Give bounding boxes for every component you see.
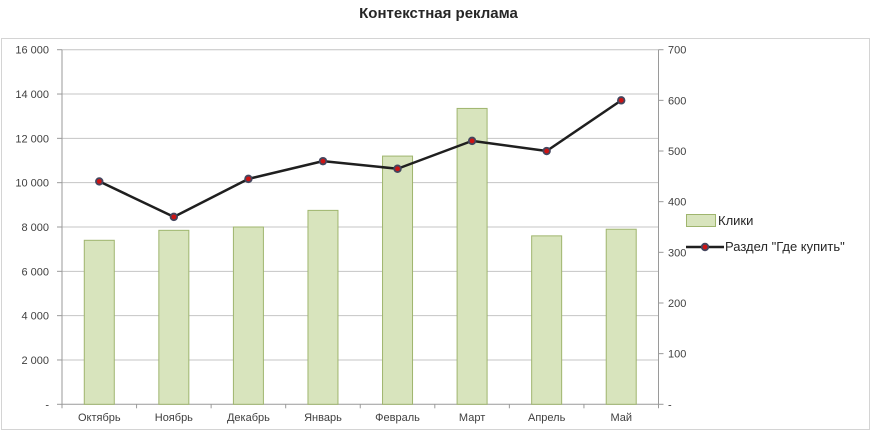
bar-Май bbox=[605, 228, 637, 405]
bar-Апрель bbox=[531, 235, 563, 405]
right-axis-tick-label: 500 bbox=[668, 146, 686, 158]
left-axis-tick-label: 6 000 bbox=[21, 266, 49, 278]
right-axis-tick-label: 400 bbox=[668, 197, 686, 209]
left-axis-tick-label: 8 000 bbox=[21, 222, 49, 234]
marker-Май bbox=[618, 97, 624, 103]
bar-Ноябрь bbox=[158, 229, 190, 405]
bar-Март bbox=[456, 107, 488, 405]
x-axis-label-Май: Май bbox=[610, 412, 632, 424]
x-axis-label-Март: Март bbox=[459, 412, 485, 424]
marker-Октябрь bbox=[96, 179, 102, 184]
line-series bbox=[98, 99, 623, 219]
chart-title: Контекстная реклама bbox=[359, 5, 518, 22]
marker-Декабрь bbox=[246, 176, 251, 182]
right-axis-tick-label: 100 bbox=[668, 349, 686, 361]
marker-Ноябрь bbox=[171, 214, 177, 220]
legend-label-section: Раздел "Где купить" bbox=[725, 239, 845, 254]
right-axis-tick-label: 300 bbox=[668, 247, 686, 259]
left-axis-tick-label: 14 000 bbox=[15, 89, 49, 101]
legend-item-clicks: Клики bbox=[686, 213, 845, 228]
x-axis-label-Декабрь: Декабрь bbox=[227, 412, 270, 424]
legend-item-section: Раздел "Где купить" bbox=[686, 239, 845, 254]
line-series-swatch-icon bbox=[686, 242, 724, 251]
x-axis-label-Ноябрь: Ноябрь bbox=[155, 412, 193, 424]
left-axis-tick-label: 16 000 bbox=[15, 45, 49, 57]
x-axis-label-Январь: Январь bbox=[304, 412, 342, 424]
x-axis-label-Октябрь: Октябрь bbox=[78, 412, 121, 424]
x-axis-label-Февраль: Февраль bbox=[375, 412, 420, 424]
legend-label-clicks: Клики bbox=[718, 213, 754, 228]
left-axis-tick-label: 10 000 bbox=[15, 178, 49, 190]
right-axis-tick-label: 200 bbox=[668, 298, 686, 310]
marker-Апрель bbox=[544, 148, 550, 154]
bar-Февраль bbox=[382, 155, 414, 405]
chart-border bbox=[1, 38, 870, 430]
right-axis-tick-label: 600 bbox=[668, 95, 686, 107]
marker-Февраль bbox=[395, 166, 400, 172]
bar-series-swatch-icon bbox=[686, 214, 716, 227]
marker-Март bbox=[469, 138, 475, 144]
marker-Январь bbox=[320, 158, 326, 164]
legend: Клики Раздел "Где купить" bbox=[686, 213, 845, 254]
bar-Декабрь bbox=[232, 226, 264, 405]
right-axis-tick-label: 700 bbox=[668, 45, 686, 57]
left-axis-tick-label: 4 000 bbox=[21, 311, 49, 323]
right-axis-tick-label: - bbox=[668, 399, 672, 411]
bar-Январь bbox=[307, 209, 339, 405]
bar-Октябрь bbox=[83, 239, 115, 405]
x-axis-label-Апрель: Апрель bbox=[528, 412, 566, 424]
left-axis-tick-label: - bbox=[45, 399, 49, 411]
left-axis-tick-label: 12 000 bbox=[15, 133, 49, 145]
left-axis-tick-label: 2 000 bbox=[21, 355, 49, 367]
